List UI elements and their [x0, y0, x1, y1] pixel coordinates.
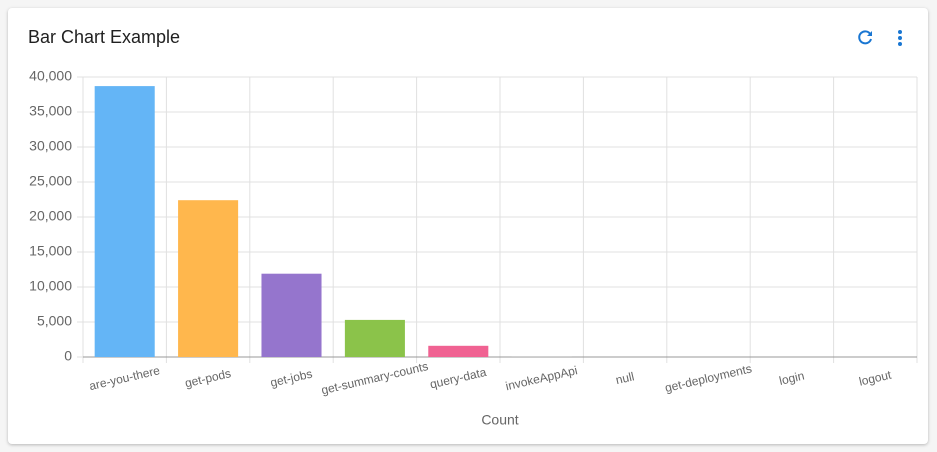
bar [428, 345, 489, 357]
x-tick-label: get-jobs [269, 367, 314, 390]
dot [898, 42, 902, 46]
y-tick-label: 30,000 [29, 138, 72, 154]
card [8, 8, 928, 444]
y-tick-label: 15,000 [29, 243, 72, 259]
refresh-arrow [867, 31, 872, 36]
x-tick-label: invokeAppApi [504, 363, 579, 393]
x-tick-label: login [778, 369, 806, 388]
y-tick-label: 5,000 [37, 313, 72, 329]
x-tick-label: get-deployments [664, 361, 754, 395]
x-tick-label: logout [858, 368, 894, 389]
x-tick-label: get-summary-counts [320, 359, 430, 397]
x-tick-label: query-data [429, 365, 488, 392]
bar [511, 356, 572, 357]
bar [261, 273, 322, 357]
bar [94, 86, 155, 357]
chart-title: Bar Chart Example [28, 27, 180, 47]
x-tick-label: are-you-there [88, 363, 162, 393]
y-tick-label: 0 [64, 348, 72, 364]
y-tick-label: 10,000 [29, 278, 72, 294]
y-tick-label: 25,000 [29, 173, 72, 189]
dot [898, 30, 902, 34]
bar [344, 319, 405, 357]
x-tick-label: null [614, 369, 635, 387]
y-tick-label: 40,000 [29, 68, 72, 84]
dot [898, 36, 902, 40]
refresh-icon [858, 30, 872, 45]
x-axis-label: Count [481, 412, 518, 428]
x-tick-label: get-pods [184, 366, 233, 390]
more-button[interactable] [898, 30, 902, 46]
y-tick-label: 35,000 [29, 103, 72, 119]
bar [178, 200, 239, 357]
refresh-button[interactable] [858, 30, 872, 45]
y-tick-label: 20,000 [29, 208, 72, 224]
